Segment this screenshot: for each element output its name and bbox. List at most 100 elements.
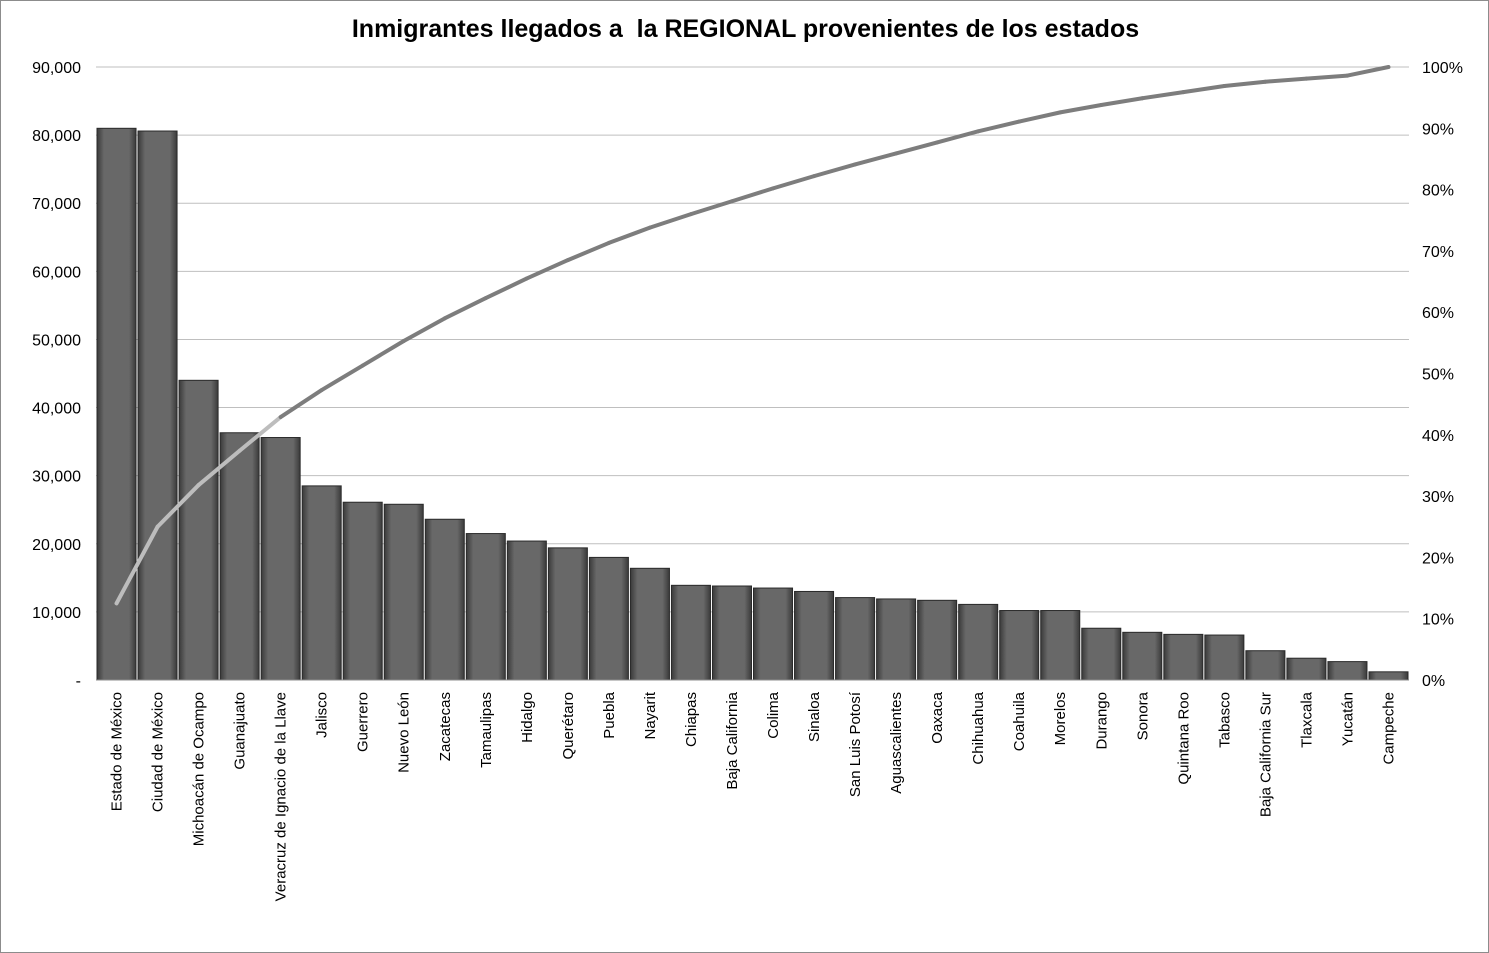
category-label: San Luis Potosí [847, 691, 864, 797]
cumulative-line-segment [196, 448, 242, 488]
bar [178, 379, 219, 681]
category-label: Chihuahua [970, 691, 987, 764]
left-tick-label: 50,000 [32, 332, 81, 349]
right-tick-label: 0% [1422, 673, 1445, 690]
cumulative-line-segment [237, 415, 283, 453]
category-label: Durango [1093, 692, 1110, 750]
category-label: Baja California Sur [1257, 692, 1274, 817]
bar [547, 547, 588, 681]
bar [1368, 671, 1409, 681]
bar [424, 518, 465, 681]
bar [999, 610, 1040, 681]
bar [260, 437, 301, 681]
category-label: Tabasco [1216, 692, 1233, 748]
cumulative-line-segment [853, 151, 899, 167]
category-label: Estado de México [109, 692, 126, 811]
cumulative-line-segment [319, 363, 365, 393]
cumulative-line-segment [1345, 65, 1391, 78]
category-label: Nayarit [642, 691, 659, 739]
left-tick-label: 70,000 [32, 196, 81, 213]
left-tick-label: 30,000 [32, 469, 81, 486]
cumulative-line-segment [1304, 73, 1350, 81]
cumulative-line-segment [894, 140, 940, 156]
category-label: Sonora [1134, 691, 1151, 740]
bar [1204, 634, 1245, 681]
bar [219, 432, 260, 681]
category-label: Chiapas [683, 692, 700, 747]
cumulative-line-segment [1140, 90, 1186, 101]
right-tick-label: 90% [1422, 121, 1454, 138]
cumulative-line-segment [606, 225, 652, 245]
cumulative-line-segment [1181, 84, 1227, 95]
category-label: Yucatán [1339, 692, 1356, 746]
category-label: Puebla [601, 691, 618, 738]
bar [465, 533, 506, 681]
bar [876, 598, 917, 681]
category-label: Tamaulipas [478, 692, 495, 768]
left-tick-label: 90,000 [32, 60, 81, 77]
left-tick-label: 20,000 [32, 537, 81, 554]
cumulative-line-segment [565, 240, 611, 263]
bar [1327, 661, 1368, 681]
bar [96, 127, 137, 681]
cumulative-line-segment [935, 129, 981, 145]
bar [794, 590, 835, 681]
right-tick-label: 60% [1422, 305, 1454, 322]
right-tick-label: 20% [1422, 550, 1454, 567]
category-label: Tlaxcala [1298, 691, 1315, 748]
bar [1245, 650, 1286, 681]
bar [1286, 657, 1327, 681]
cumulative-line-segment [442, 296, 488, 321]
bar [1122, 631, 1163, 681]
category-label: Aguascalientes [888, 692, 905, 794]
bar [588, 556, 629, 681]
cumulative-line-segment [278, 388, 324, 420]
category-label: Veracruz de Ignacio de la Llave [273, 692, 290, 901]
bar [301, 485, 342, 681]
left-tick-label: 10,000 [32, 605, 81, 622]
cumulative-line-segment [360, 339, 406, 368]
left-tick-label: 80,000 [32, 128, 81, 145]
bars [96, 127, 1409, 681]
right-tick-label: 50% [1422, 367, 1454, 384]
cumulative-line-segment [401, 316, 447, 344]
bar [711, 585, 752, 681]
cumulative-line [114, 65, 1391, 606]
right-tick-label: 10% [1422, 612, 1454, 629]
left-axis-ticks: 90,000 80,000 70,000 60,000 50,000 40,000 30,0… [32, 60, 81, 690]
cumulative-line-segment [155, 483, 201, 529]
category-label: Nuevo León [396, 692, 413, 773]
bar [917, 599, 958, 681]
left-tick-label: 60,000 [32, 264, 81, 281]
category-label: Michoacán de Ocampo [191, 692, 208, 846]
category-label: Guerrero [355, 692, 372, 752]
right-tick-label: 30% [1422, 489, 1454, 506]
bar [1081, 627, 1122, 681]
cumulative-line-segment [114, 524, 160, 606]
cumulative-line-segment [688, 199, 734, 217]
bar [383, 503, 424, 681]
bar [1040, 610, 1081, 681]
category-label: Hidalgo [519, 692, 536, 743]
right-tick-label: 70% [1422, 244, 1454, 261]
cumulative-line-segment [729, 186, 776, 204]
left-tick-label: 40,000 [32, 401, 81, 418]
category-labels: Estado de México Ciudad de México Michoacá… [109, 691, 1398, 901]
bar [342, 501, 383, 681]
right-axis-ticks: 100% 90% 80% 70% 60% 50% 40% 30% 20% 10% 0% [1422, 60, 1463, 690]
left-tick-label: - [76, 673, 81, 690]
right-tick-label: 100% [1422, 60, 1463, 77]
category-label: Querétaro [560, 692, 577, 760]
category-label: Sinaloa [806, 691, 823, 742]
cumulative-line-segment [1058, 103, 1104, 115]
category-label: Ciudad de México [150, 692, 167, 812]
category-label: Quintana Roo [1175, 692, 1192, 785]
bar [670, 584, 711, 681]
category-label: Guanajuato [232, 692, 249, 770]
bar [835, 597, 876, 681]
cumulative-line-segment [1017, 110, 1063, 124]
cumulative-line-segment [524, 258, 570, 281]
category-label: Baja California [724, 691, 741, 789]
cumulative-line-segment [976, 119, 1022, 134]
